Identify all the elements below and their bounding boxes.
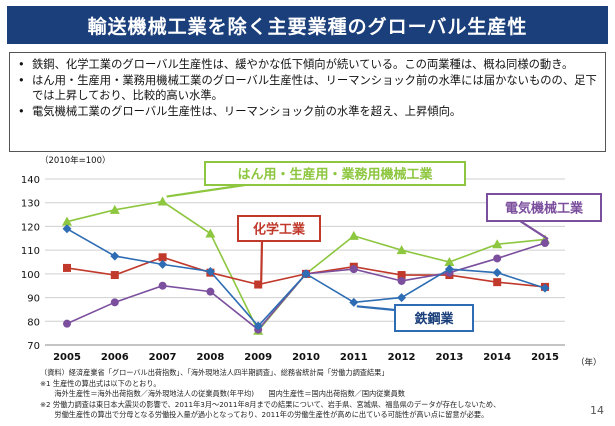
- footnote: 海外生産性＝海外出荷指数／海外現地法人の従業員数(年平均) 国内生産性＝国内出荷…: [40, 389, 405, 398]
- y-tick-label: 100: [21, 270, 40, 281]
- x-tick-label: 2011: [340, 352, 368, 363]
- footnote: 労働生産性の算出で分母となる労働投入量が過小となっており、2011年の労働生産性…: [40, 410, 489, 419]
- data-point: [254, 280, 263, 289]
- callout-pointer: [166, 183, 246, 198]
- x-tick-label: 2014: [483, 352, 511, 363]
- summary-box: • 鉄鋼、化学工業のグローバル生産性は、緩やかな低下傾向が続いている。この両業種…: [9, 52, 606, 152]
- data-point: [493, 254, 502, 263]
- data-point: [396, 245, 407, 255]
- y-tick-label: 80: [27, 317, 40, 328]
- data-point: [205, 228, 216, 238]
- data-point: [348, 230, 359, 240]
- x-unit-label: （年）: [576, 357, 602, 368]
- x-tick-label: 2013: [435, 352, 463, 363]
- x-tick-label: 2009: [244, 352, 272, 363]
- x-tick-label: 2005: [53, 352, 81, 363]
- data-point: [206, 287, 215, 296]
- x-tick-label: 2012: [388, 352, 416, 363]
- data-point: [540, 283, 550, 293]
- data-point: [541, 239, 549, 248]
- series-label-box: [394, 304, 474, 332]
- data-point: [63, 263, 71, 272]
- bullet-item: • 電気機械工業のグローバル生産性は、リーマンショック前の水準を超え、上昇傾向。: [18, 104, 597, 120]
- y-tick-label: 130: [21, 199, 40, 210]
- series-label: 電気機械工業: [505, 200, 584, 216]
- page-number: 14: [590, 404, 604, 417]
- x-tick-label: 2015: [531, 352, 559, 363]
- data-point: [110, 298, 119, 307]
- bullet-text: 鉄鋼、化学工業のグローバル生産性は、緩やかな低下傾向が続いている。この両業種は、…: [32, 58, 574, 71]
- data-point: [492, 239, 503, 249]
- callout-pointer: [260, 240, 264, 281]
- series-label-box: [237, 215, 321, 242]
- data-point: [253, 321, 263, 331]
- callout-pointer: [519, 220, 549, 240]
- x-tick-label: 2008: [196, 352, 224, 363]
- data-point: [110, 271, 119, 280]
- data-point: [110, 251, 120, 261]
- y-tick-label: 90: [27, 294, 40, 305]
- data-point: [492, 268, 502, 278]
- x-tick-label: 2010: [292, 352, 320, 363]
- data-point: [62, 224, 72, 234]
- series-label-box: [204, 161, 466, 186]
- x-tick-label: 2007: [149, 352, 177, 363]
- bullet-mark: •: [18, 73, 25, 87]
- footnote: （資料）経済産業省「グローバル出荷指数」、「海外現地法人四半期調査」、総務省統計…: [40, 368, 389, 377]
- data-point: [493, 278, 502, 287]
- data-point: [397, 271, 406, 280]
- series-label-box: [486, 193, 602, 222]
- y-tick-label: 120: [21, 222, 40, 233]
- y-tick-label: 70: [27, 341, 40, 352]
- footnote: ※2 労働力調査は東日本大震災の影響で、2011年3月〜2011年8月までの結果…: [40, 399, 501, 409]
- data-point: [63, 319, 71, 328]
- bullet-text: はん用・生産用・業務用機械工業のグローバル生産性は、リーマンショック前の水準には…: [32, 73, 597, 103]
- data-point: [158, 253, 167, 262]
- y-tick-label: 140: [21, 175, 40, 186]
- series-label: はん用・生産用・業務用機械工業: [237, 166, 433, 182]
- footnote: ※1 生産性の算出式は以下のとおり。: [40, 378, 161, 388]
- bullet-mark: •: [18, 58, 25, 71]
- data-point: [444, 264, 454, 274]
- line-chart: 70 80 90 100 110 120 130 140 2005 2006 2007 2008 200…: [21, 155, 602, 368]
- y-unit-label: （2010年=100）: [40, 155, 110, 166]
- data-point: [109, 204, 120, 214]
- series-label: 化学工業: [253, 221, 306, 237]
- series-label: 鉄鋼業: [414, 311, 454, 327]
- bullet-item: • はん用・生産用・業務用機械工業のグローバル生産性は、リーマンショック前の水準…: [18, 73, 597, 104]
- bullet-text: 電気機械工業のグローバル生産性は、リーマンショック前の水準を超え、上昇傾向。: [32, 104, 462, 118]
- data-point: [444, 257, 455, 266]
- footnotes: （資料）経済産業省「グローバル出荷指数」、「海外現地法人四半期調査」、総務省統計…: [40, 368, 580, 421]
- x-tick-label: 2006: [101, 352, 129, 363]
- bullet-mark: •: [18, 104, 25, 118]
- data-point: [397, 293, 407, 303]
- data-point: [62, 216, 72, 226]
- callout-pointer: [356, 305, 396, 312]
- data-point: [397, 276, 406, 285]
- data-point: [158, 281, 167, 290]
- y-tick-label: 110: [21, 246, 40, 257]
- data-point: [349, 265, 358, 274]
- data-point: [158, 259, 168, 269]
- page-title: 輸送機械工業を除く主要業種のグローバル生産性: [7, 6, 608, 44]
- data-point: [349, 297, 359, 307]
- data-point: [301, 269, 311, 279]
- data-point: [157, 196, 168, 206]
- data-point: [205, 266, 215, 276]
- bullet-item: • 鉄鋼、化学工業のグローバル生産性は、緩やかな低下傾向が続いている。この両業種…: [18, 57, 597, 73]
